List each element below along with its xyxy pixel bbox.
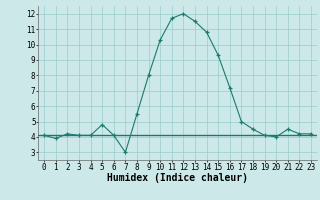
X-axis label: Humidex (Indice chaleur): Humidex (Indice chaleur) bbox=[107, 173, 248, 183]
